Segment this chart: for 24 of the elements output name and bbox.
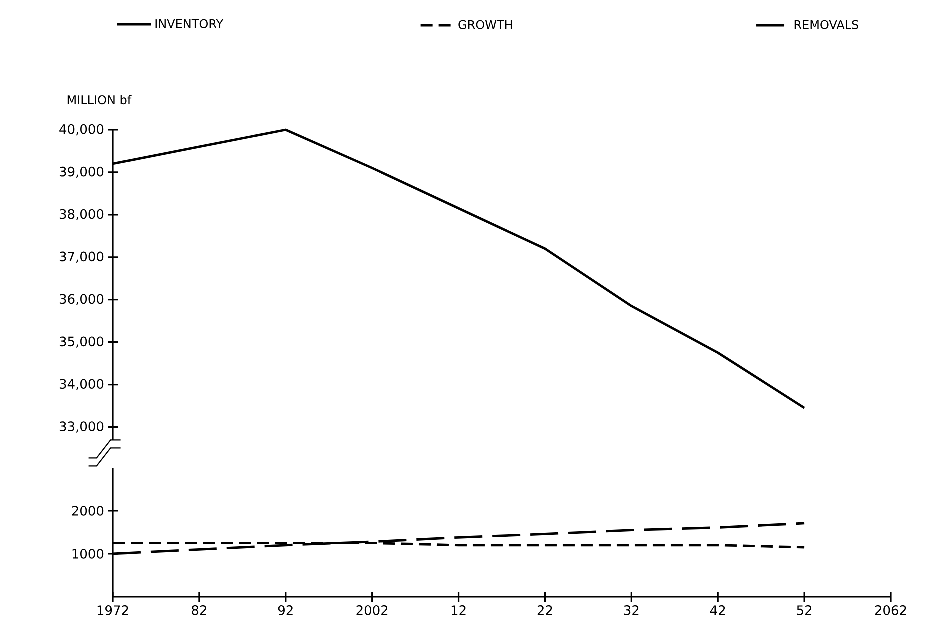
legend-label: INVENTORY — [156, 19, 224, 28]
y-tick-label: 2000 — [72, 506, 104, 516]
x-tick-label: 82 — [192, 606, 206, 616]
x-tick-label: 2002 — [356, 606, 388, 616]
x-tick-label: 22 — [538, 606, 552, 616]
y-axis-title: MILLION bf — [68, 95, 132, 105]
x-tick-label: 42 — [710, 606, 726, 616]
x-tick-label: 12 — [452, 606, 466, 616]
y-tick-label: 39,000 — [60, 166, 104, 178]
y-tick-label: 38,000 — [60, 209, 104, 220]
x-tick-label: 52 — [797, 606, 812, 616]
y-tick-label: 34,000 — [60, 379, 104, 390]
y-tick-label: 1000 — [72, 549, 104, 559]
y-tick-label: 36,000 — [60, 294, 104, 306]
y-tick-label: 37,000 — [60, 252, 104, 263]
y-tick-label: 40,000 — [60, 124, 104, 136]
legend-label: GROWTH — [458, 20, 512, 30]
y-tick-label: 33,000 — [60, 422, 104, 433]
legend-label: REMOVALS — [794, 20, 859, 30]
x-tick-label: 1972 — [98, 606, 128, 616]
x-tick-label: 32 — [624, 606, 639, 616]
x-tick-label: 92 — [278, 606, 293, 616]
x-tick-label: 2062 — [875, 606, 906, 616]
y-tick-label: 35,000 — [60, 336, 104, 348]
